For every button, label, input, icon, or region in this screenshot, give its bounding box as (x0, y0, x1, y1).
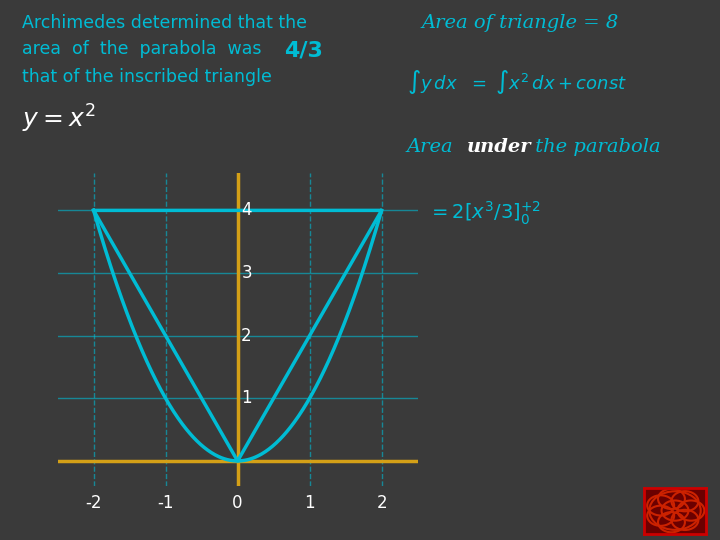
Text: $y = x^2$: $y = x^2$ (22, 103, 95, 135)
Text: 1: 1 (241, 389, 252, 407)
Text: Area of triangle = 8: Area of triangle = 8 (421, 14, 618, 31)
Text: that of the inscribed triangle: that of the inscribed triangle (22, 68, 271, 85)
Text: $= 2[x^3/3]_0^{+2}$: $= 2[x^3/3]_0^{+2}$ (428, 200, 541, 227)
Text: Area: Area (407, 138, 459, 156)
Text: $\int y\,dx\ \ =\ \int x^2\,dx + const$: $\int y\,dx\ \ =\ \int x^2\,dx + const$ (407, 68, 627, 96)
Text: 2: 2 (241, 327, 252, 345)
Text: under: under (467, 138, 531, 156)
Text: 3: 3 (241, 264, 252, 282)
Text: area  of  the  parabola  was: area of the parabola was (22, 40, 261, 58)
Text: the parabola: the parabola (529, 138, 661, 156)
Text: 4: 4 (241, 201, 252, 219)
Text: Archimedes determined that the: Archimedes determined that the (22, 14, 307, 31)
Text: 4/3: 4/3 (284, 40, 323, 60)
